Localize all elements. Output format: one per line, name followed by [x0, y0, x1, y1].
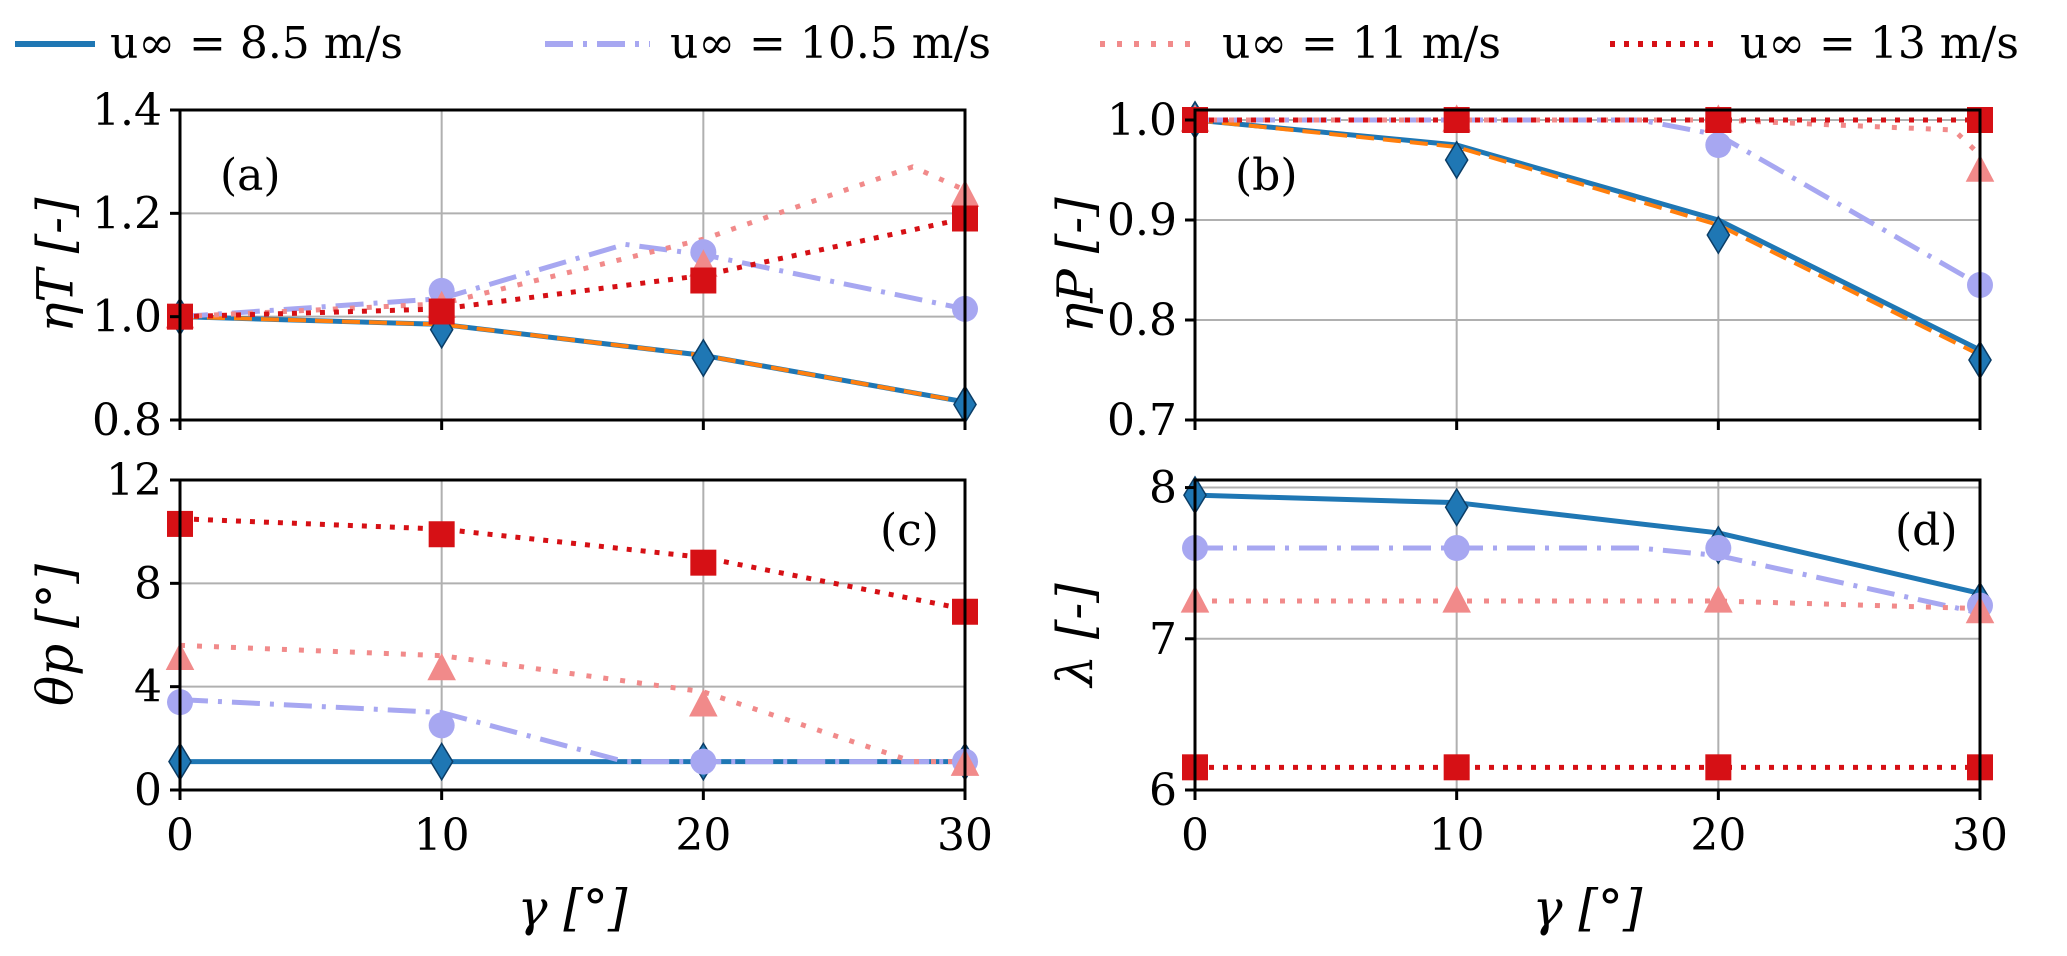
marker-d-s13-1: [1443, 754, 1470, 781]
series-group-b: [1195, 117, 1980, 357]
ytick-label-d-1: 7: [1149, 614, 1177, 665]
series-line-c-s13: [180, 516, 965, 612]
series-line-a-s105: [180, 241, 965, 320]
chart-panel-b: 0.7 0.8 0.9 1.0 (b) ηP [-]: [1047, 95, 1995, 446]
legend: u∞ = 8.5 m/s u∞ = 10.5 m/s u∞ = 11 m/s u…: [15, 18, 2019, 69]
marker-b-s85-1: [1444, 140, 1469, 180]
chart-panel-a: 0.8 1.0 1.2 1.4 (a) ηT [-]: [27, 85, 980, 446]
marker-group-d: [1180, 475, 1995, 781]
ytick-label-c-2: 8: [134, 558, 162, 609]
legend-label-u-10-5: u∞ = 10.5 m/s: [670, 18, 991, 69]
xtick-label-d-2: 20: [1690, 810, 1746, 861]
legend-item-u-13: u∞ = 13 m/s: [1610, 18, 2019, 69]
ylabel-d: λ [-]: [1047, 583, 1105, 689]
marker-d-s105-2: [1705, 535, 1732, 562]
series-group-c: [180, 516, 965, 765]
axes-frame-a: [178, 108, 967, 422]
series-line-b-s85: [1195, 117, 1980, 353]
ytick-label-b-2: 0.9: [1107, 195, 1177, 246]
xlabel-d: γ [°]: [1533, 879, 1643, 937]
marker-group-a: [165, 179, 980, 425]
series-line-d-s11: [1195, 598, 1980, 612]
legend-label-u-8-5: u∞ = 8.5 m/s: [110, 18, 403, 69]
legend-label-u-11: u∞ = 11 m/s: [1222, 18, 1501, 69]
xtick-label-c-1: 10: [414, 810, 470, 861]
xtick-label-c-2: 20: [675, 810, 731, 861]
legend-item-u-8-5: u∞ = 8.5 m/s: [15, 18, 403, 69]
legend-item-u-10-5: u∞ = 10.5 m/s: [545, 18, 991, 69]
marker-c-s13-1: [428, 521, 455, 548]
marker-c-s11-1: [427, 652, 456, 681]
marker-d-s13-2: [1705, 754, 1732, 781]
ytick-label-d-2: 8: [1149, 463, 1177, 514]
ytick-label-a-3: 1.4: [92, 85, 162, 136]
series-line-c-s105: [180, 697, 965, 765]
xtick-label-c-0: 0: [166, 810, 194, 861]
ytick-label-c-0: 0: [134, 765, 162, 816]
ylabel-b: ηP [-]: [1047, 197, 1105, 333]
marker-c-s13-2: [690, 549, 717, 576]
series-line-a-s13: [180, 216, 965, 320]
series-group-a: [180, 164, 965, 405]
marker-a-s85-2: [691, 338, 716, 378]
marker-b-s85-2: [1706, 215, 1731, 255]
marker-group-c: [165, 510, 980, 782]
marker-c-s85-1: [429, 741, 454, 782]
ytick-label-d-0: 6: [1149, 765, 1177, 816]
ytick-label-b-1: 0.8: [1107, 295, 1177, 346]
marker-a-s13-2: [690, 267, 717, 294]
chart-panel-d: 0 10 20 30 6 7 8 (d) λ [-] γ [°]: [1047, 463, 2009, 937]
axes-frame-c: [178, 478, 967, 792]
series-line-c-s11: [180, 642, 965, 765]
series-line-b-s11: [1195, 117, 1980, 157]
legend-label-u-13: u∞ = 13 m/s: [1740, 18, 2019, 69]
series-line-d-s105: [1195, 545, 1980, 616]
marker-c-s105-2: [690, 748, 717, 775]
panel-label-b: (b): [1235, 150, 1298, 201]
ytick-label-c-1: 4: [134, 662, 162, 713]
axes-frame-d: [1193, 478, 1982, 792]
axes-frame-b: [1193, 108, 1982, 422]
marker-c-s105-1: [428, 712, 455, 739]
panel-label-d: (d): [1895, 505, 1958, 556]
marker-a-s13-1: [428, 298, 455, 325]
legend-item-u-11: u∞ = 11 m/s: [1100, 18, 1501, 69]
ytick-label-b-3: 1.0: [1107, 95, 1177, 146]
xtick-label-c-3: 30: [937, 810, 993, 861]
xtick-label-d-0: 0: [1181, 810, 1209, 861]
ytick-label-a-0: 0.8: [92, 395, 162, 446]
ytick-label-c-3: 12: [106, 455, 162, 506]
marker-c-s11-2: [689, 689, 718, 717]
marker-d-s11-2: [1704, 585, 1733, 613]
xtick-label-d-1: 10: [1429, 810, 1485, 861]
chart-panel-c: 0 10 20 30 0 4 8 12 (c) θp [°] γ [°]: [27, 455, 994, 937]
series-line-a-ref: [180, 314, 965, 404]
series-line-b-ref: [1195, 118, 1980, 357]
panel-label-a: (a): [220, 150, 281, 201]
ylabel-c: θp [°]: [27, 564, 85, 707]
marker-d-s105-1: [1443, 535, 1470, 562]
marker-d-s85-1: [1444, 487, 1469, 527]
ytick-label-b-0: 0.7: [1107, 395, 1177, 446]
series-line-a-s85: [180, 314, 965, 405]
ytick-label-a-1: 1.0: [92, 292, 162, 343]
series-group-d: [1195, 492, 1980, 770]
xtick-label-d-3: 30: [1952, 810, 2008, 861]
xlabel-c: γ [°]: [518, 879, 628, 937]
ylabel-a: ηT [-]: [27, 197, 85, 333]
series-line-b-s105: [1195, 117, 1980, 288]
marker-group-b: [1180, 100, 1995, 380]
marker-d-s11-1: [1442, 585, 1471, 613]
series-line-d-s85: [1195, 492, 1980, 596]
ytick-label-a-2: 1.2: [92, 188, 162, 239]
marker-b-s105-2: [1705, 132, 1732, 158]
panel-label-c: (c): [880, 505, 939, 556]
